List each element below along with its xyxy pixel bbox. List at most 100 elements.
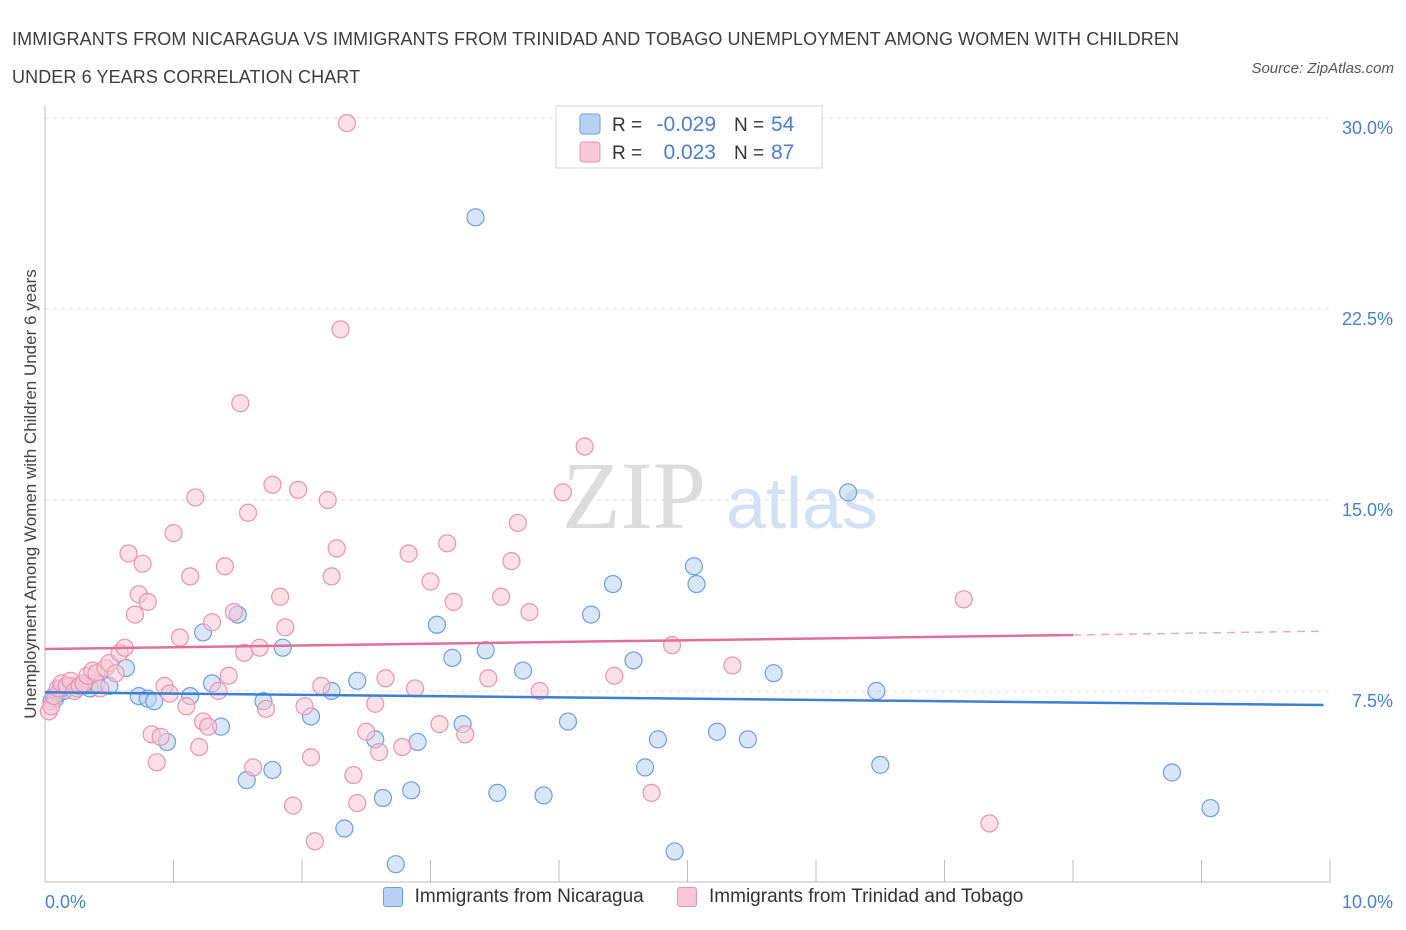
point-nicaragua — [738, 730, 757, 749]
x-tick-label: 0.0% — [45, 892, 86, 912]
point-trinidad — [980, 814, 999, 833]
point-trinidad — [170, 628, 190, 647]
stats-swatch-nicaragua — [579, 113, 601, 135]
legend-label-trinidad: Immigrants from Trinidad and Tobago — [709, 886, 1024, 907]
stats-r-value: -0.029 — [656, 113, 716, 136]
point-nicaragua — [635, 758, 655, 777]
point-nicaragua — [263, 760, 282, 780]
stats-n-label: N = — [734, 115, 764, 136]
y-tick-label: 7.5% — [1352, 691, 1393, 711]
point-nicaragua — [488, 783, 507, 802]
points-layer — [39, 113, 1220, 874]
stats-r-label: R = — [612, 143, 642, 164]
source-label: Source: ZipAtlas.com — [1251, 60, 1394, 77]
point-nicaragua — [335, 819, 354, 838]
point-trinidad — [421, 572, 440, 591]
point-nicaragua — [558, 712, 578, 731]
point-trinidad — [263, 475, 282, 494]
point-trinidad — [337, 113, 357, 133]
point-nicaragua — [273, 638, 292, 657]
legend-item-trinidad: Immigrants from Trinidad and Tobago — [677, 886, 1023, 908]
point-trinidad — [520, 602, 539, 622]
watermark: ZIP atlas — [562, 442, 878, 549]
point-trinidad — [331, 320, 350, 339]
x-tick-label: 10.0% — [1342, 892, 1393, 912]
point-trinidad — [605, 666, 624, 685]
point-nicaragua — [373, 788, 393, 808]
point-trinidad — [492, 587, 511, 606]
point-trinidad — [399, 544, 418, 563]
point-trinidad — [271, 587, 290, 606]
point-trinidad — [575, 437, 594, 456]
point-trinidad — [138, 592, 157, 611]
stats-n-label: N = — [734, 143, 764, 164]
stats-box: R = -0.029 N = 54 R = 0.023 N = 87 — [555, 105, 823, 169]
point-trinidad — [276, 618, 295, 637]
point-nicaragua — [513, 661, 533, 680]
point-nicaragua — [687, 574, 706, 594]
point-trinidad — [190, 737, 209, 757]
stats-swatch-trinidad — [579, 141, 601, 163]
point-trinidad — [125, 605, 145, 624]
point-trinidad — [393, 737, 412, 757]
watermark-zip: ZIP — [562, 442, 706, 549]
point-trinidad — [318, 490, 337, 510]
point-trinidad — [327, 539, 346, 558]
point-nicaragua — [427, 615, 447, 634]
point-trinidad — [215, 557, 234, 576]
point-trinidad — [164, 524, 183, 543]
point-trinidad — [133, 554, 152, 573]
point-trinidad — [322, 567, 341, 586]
stats-n-value: 54 — [771, 113, 795, 136]
point-trinidad — [283, 796, 303, 815]
point-trinidad — [219, 666, 238, 685]
point-trinidad — [438, 534, 457, 553]
point-trinidad — [295, 697, 314, 716]
stats-r-label: R = — [612, 115, 642, 136]
point-trinidad — [954, 590, 973, 609]
point-nicaragua — [1162, 763, 1182, 782]
point-trinidad — [456, 725, 475, 744]
point-trinidad — [723, 656, 742, 675]
point-trinidad — [366, 694, 385, 713]
point-nicaragua — [764, 664, 783, 683]
trendline-trinidad — [44, 633, 1074, 651]
point-nicaragua — [1201, 799, 1220, 818]
point-trinidad — [209, 681, 228, 701]
point-trinidad — [430, 715, 449, 734]
point-trinidad — [224, 602, 243, 622]
point-trinidad — [508, 513, 527, 533]
point-nicaragua — [386, 855, 405, 874]
point-trinidad — [553, 483, 572, 502]
point-trinidad — [502, 552, 521, 571]
point-trinidad — [186, 488, 205, 507]
point-trinidad — [530, 681, 549, 701]
point-nicaragua — [839, 483, 858, 502]
stats-r-value: 0.023 — [663, 141, 716, 164]
y-tick-label: 30.0% — [1342, 118, 1393, 138]
point-nicaragua — [408, 732, 427, 752]
point-trinidad — [357, 722, 376, 741]
axis-layer: 7.5% 15.0% 22.5% 30.0% 0.0% 10.0% — [44, 105, 1393, 912]
point-nicaragua — [871, 755, 890, 774]
point-trinidad — [250, 638, 269, 657]
y-tick-label: 22.5% — [1342, 309, 1393, 329]
point-nicaragua — [684, 557, 704, 576]
point-trinidad — [256, 699, 276, 718]
watermark-atlas: atlas — [726, 464, 878, 544]
chart-title: IMMIGRANTS FROM NICARAGUA VS IMMIGRANTS … — [12, 29, 1180, 87]
legend-swatch-trinidad — [677, 887, 698, 907]
point-trinidad — [305, 832, 324, 851]
point-nicaragua — [867, 681, 886, 701]
legend-label-nicaragua: Immigrants from Nicaragua — [414, 886, 644, 907]
point-trinidad — [479, 669, 498, 688]
point-trinidad — [376, 669, 395, 688]
point-trinidad — [202, 613, 222, 632]
legend-item-nicaragua: Immigrants from Nicaragua — [382, 886, 644, 908]
point-trinidad — [301, 748, 321, 767]
point-nicaragua — [603, 574, 623, 594]
point-trinidad — [106, 664, 125, 683]
point-nicaragua — [665, 842, 684, 861]
point-trinidad — [91, 679, 110, 698]
point-nicaragua — [707, 722, 727, 741]
